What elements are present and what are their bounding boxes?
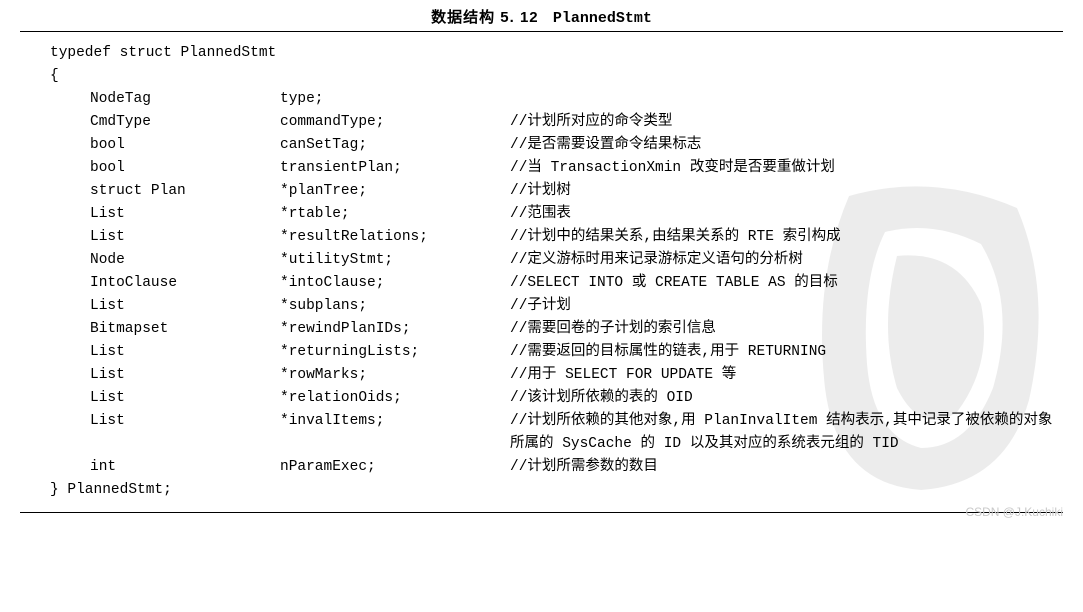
brace-close: } PlannedStmt; [50, 479, 1053, 502]
field-name: *invalItems; [280, 410, 510, 456]
field-name: *relationOids; [280, 387, 510, 410]
field-name: *rtable; [280, 203, 510, 226]
field-row: booltransientPlan;//当 TransactionXmin 改变… [50, 157, 1053, 180]
field-name: *rewindPlanIDs; [280, 318, 510, 341]
title-label: 数据结构 5. 12 [431, 9, 539, 26]
field-row: struct Plan*planTree;//计划树 [50, 180, 1053, 203]
field-type: struct Plan [90, 180, 280, 203]
watermark-text: CSDN @J.Kuchiki [965, 505, 1063, 519]
field-comment: //该计划所依赖的表的 OID [510, 387, 1053, 410]
field-type: NodeTag [90, 88, 280, 111]
field-row: List*relationOids;//该计划所依赖的表的 OID [50, 387, 1053, 410]
field-comment: //子计划 [510, 295, 1053, 318]
title-name: PlannedStmt [553, 10, 652, 27]
field-comment: //计划所需参数的数目 [510, 456, 1053, 479]
code-block: typedef struct PlannedStmt { NodeTagtype… [20, 38, 1063, 506]
field-row: List*subplans;//子计划 [50, 295, 1053, 318]
field-name: *subplans; [280, 295, 510, 318]
field-comment: //计划中的结果关系,由结果关系的 RTE 索引构成 [510, 226, 1053, 249]
field-row: List*invalItems;//计划所依赖的其他对象,用 PlanInval… [50, 410, 1053, 456]
field-comment: //定义游标时用来记录游标定义语句的分析树 [510, 249, 1053, 272]
field-row: intnParamExec;//计划所需参数的数目 [50, 456, 1053, 479]
field-name: *planTree; [280, 180, 510, 203]
field-name: commandType; [280, 111, 510, 134]
field-type: Node [90, 249, 280, 272]
field-type: CmdType [90, 111, 280, 134]
field-type: List [90, 341, 280, 364]
field-name: *rowMarks; [280, 364, 510, 387]
rule-top [20, 31, 1063, 32]
field-comment: //是否需要设置命令结果标志 [510, 134, 1053, 157]
field-type: List [90, 295, 280, 318]
field-comment: //SELECT INTO 或 CREATE TABLE AS 的目标 [510, 272, 1053, 295]
field-type: bool [90, 157, 280, 180]
field-row: List*returningLists;//需要返回的目标属性的链表,用于 RE… [50, 341, 1053, 364]
field-row: List*rtable;//范围表 [50, 203, 1053, 226]
field-name: type; [280, 88, 510, 111]
field-comment: //需要返回的目标属性的链表,用于 RETURNING [510, 341, 1053, 364]
field-row: Node*utilityStmt;//定义游标时用来记录游标定义语句的分析树 [50, 249, 1053, 272]
field-type: int [90, 456, 280, 479]
figure-title: 数据结构 5. 12 PlannedStmt [20, 0, 1063, 31]
brace-open: { [50, 65, 1053, 88]
field-type: List [90, 410, 280, 456]
field-type: List [90, 387, 280, 410]
field-comment: //计划所对应的命令类型 [510, 111, 1053, 134]
field-comment [510, 88, 1053, 111]
field-type: List [90, 203, 280, 226]
field-name: nParamExec; [280, 456, 510, 479]
struct-open: typedef struct PlannedStmt [50, 42, 1053, 65]
field-row: List*resultRelations;//计划中的结果关系,由结果关系的 R… [50, 226, 1053, 249]
field-row: CmdTypecommandType;//计划所对应的命令类型 [50, 111, 1053, 134]
field-type: List [90, 226, 280, 249]
field-type: Bitmapset [90, 318, 280, 341]
field-row: boolcanSetTag;//是否需要设置命令结果标志 [50, 134, 1053, 157]
field-comment: //用于 SELECT FOR UPDATE 等 [510, 364, 1053, 387]
rule-bottom [20, 512, 1063, 513]
field-name: *returningLists; [280, 341, 510, 364]
field-comment: //范围表 [510, 203, 1053, 226]
field-name: *utilityStmt; [280, 249, 510, 272]
field-row: Bitmapset*rewindPlanIDs;//需要回卷的子计划的索引信息 [50, 318, 1053, 341]
field-name: *intoClause; [280, 272, 510, 295]
field-comment: //需要回卷的子计划的索引信息 [510, 318, 1053, 341]
field-row: IntoClause*intoClause;//SELECT INTO 或 CR… [50, 272, 1053, 295]
field-type: List [90, 364, 280, 387]
field-row: List*rowMarks;//用于 SELECT FOR UPDATE 等 [50, 364, 1053, 387]
field-comment: //计划所依赖的其他对象,用 PlanInvalItem 结构表示,其中记录了被… [510, 410, 1053, 456]
field-type: bool [90, 134, 280, 157]
field-comment: //计划树 [510, 180, 1053, 203]
field-row: NodeTagtype; [50, 88, 1053, 111]
field-name: canSetTag; [280, 134, 510, 157]
field-comment: //当 TransactionXmin 改变时是否要重做计划 [510, 157, 1053, 180]
field-type: IntoClause [90, 272, 280, 295]
field-name: *resultRelations; [280, 226, 510, 249]
field-name: transientPlan; [280, 157, 510, 180]
